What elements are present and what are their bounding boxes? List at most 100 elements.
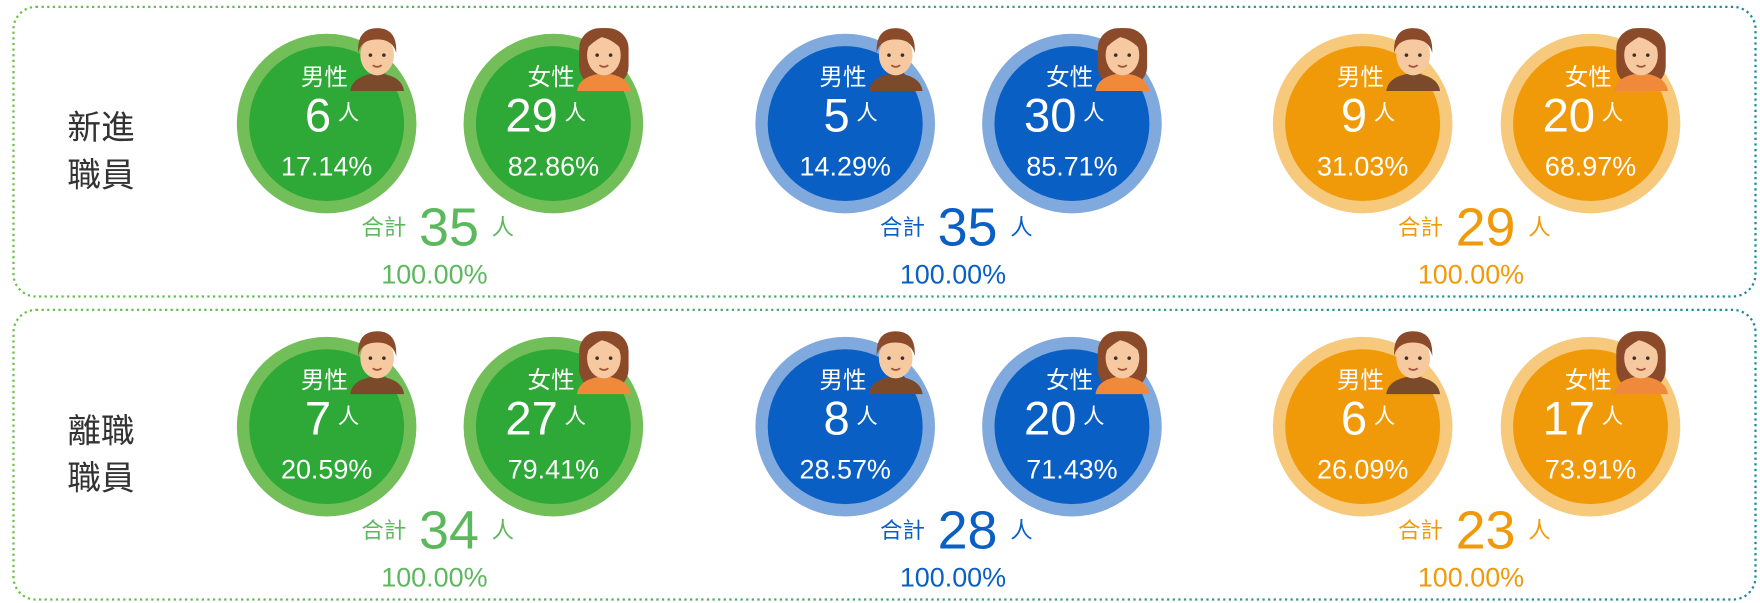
eye bbox=[369, 53, 373, 57]
total-percent: 100.00% bbox=[900, 259, 1006, 289]
count: 17 bbox=[1543, 392, 1595, 445]
unit: 人 bbox=[1374, 101, 1395, 125]
gender-label: 女性 bbox=[1046, 367, 1093, 393]
total-label: 合計 bbox=[1398, 518, 1443, 543]
gender-label: 女性 bbox=[1565, 64, 1612, 90]
unit: 人 bbox=[1083, 101, 1104, 125]
eye bbox=[382, 356, 386, 360]
female-avatar bbox=[1096, 28, 1150, 91]
total-label: 合計 bbox=[361, 215, 406, 240]
unit: 人 bbox=[565, 101, 586, 125]
unit: 人 bbox=[338, 404, 359, 428]
count: 27 bbox=[505, 392, 557, 445]
total-percent: 100.00% bbox=[1418, 562, 1524, 592]
unit: 人 bbox=[1602, 101, 1623, 125]
total-unit: 人 bbox=[1010, 215, 1032, 240]
gender-label: 女性 bbox=[528, 367, 575, 393]
eye bbox=[609, 53, 613, 57]
count: 30 bbox=[1024, 89, 1076, 142]
percent: 68.97% bbox=[1545, 152, 1636, 182]
eye bbox=[901, 356, 905, 360]
count: 7 bbox=[305, 392, 331, 445]
eye bbox=[887, 53, 891, 57]
total-count: 29 bbox=[1456, 198, 1516, 258]
unit: 人 bbox=[565, 404, 586, 428]
total-label: 合計 bbox=[880, 215, 925, 240]
total-unit: 人 bbox=[1010, 518, 1032, 543]
total-percent: 100.00% bbox=[1418, 259, 1524, 289]
percent: 85.71% bbox=[1026, 152, 1117, 182]
female-avatar bbox=[577, 28, 631, 91]
eye bbox=[1405, 53, 1409, 57]
eye bbox=[1632, 53, 1636, 57]
eye bbox=[1127, 356, 1131, 360]
count: 9 bbox=[1341, 89, 1367, 142]
count: 20 bbox=[1543, 89, 1595, 142]
unit: 人 bbox=[1602, 404, 1623, 428]
total-count: 35 bbox=[419, 198, 479, 258]
eye bbox=[1646, 356, 1650, 360]
total-count: 23 bbox=[1456, 501, 1516, 561]
percent: 31.03% bbox=[1317, 152, 1408, 182]
eye bbox=[1114, 53, 1118, 57]
total-unit: 人 bbox=[492, 518, 514, 543]
row-label: 職員 bbox=[67, 157, 134, 194]
row-label: 新進 bbox=[67, 109, 134, 147]
percent: 17.14% bbox=[281, 152, 372, 182]
percent: 28.57% bbox=[800, 455, 891, 485]
total-count: 35 bbox=[938, 198, 998, 258]
eye bbox=[369, 356, 373, 360]
row-label: 離職 bbox=[67, 412, 134, 450]
total-unit: 人 bbox=[1528, 215, 1550, 240]
total-unit: 人 bbox=[492, 215, 514, 240]
total-label: 合計 bbox=[1398, 215, 1443, 240]
row-label: 職員 bbox=[67, 460, 134, 497]
total-percent: 100.00% bbox=[381, 562, 487, 592]
female-avatar bbox=[577, 331, 631, 394]
count: 6 bbox=[305, 89, 331, 142]
gender-label: 男性 bbox=[819, 367, 866, 393]
unit: 人 bbox=[1083, 404, 1104, 428]
total-percent: 100.00% bbox=[900, 562, 1006, 592]
total-label: 合計 bbox=[880, 518, 925, 543]
gender-label: 男性 bbox=[1337, 64, 1384, 90]
total-count: 34 bbox=[419, 501, 479, 561]
eye bbox=[1646, 53, 1650, 57]
eye bbox=[1405, 356, 1409, 360]
gender-label: 男性 bbox=[1337, 367, 1384, 393]
unit: 人 bbox=[1374, 404, 1395, 428]
percent: 79.41% bbox=[508, 455, 599, 485]
eye bbox=[595, 53, 599, 57]
total-label: 合計 bbox=[361, 518, 406, 543]
gender-label: 男性 bbox=[819, 64, 866, 90]
total-percent: 100.00% bbox=[381, 259, 487, 289]
percent: 73.91% bbox=[1545, 455, 1636, 485]
total-unit: 人 bbox=[1528, 518, 1550, 543]
count: 29 bbox=[505, 89, 557, 142]
percent: 20.59% bbox=[281, 455, 372, 485]
gender-label: 男性 bbox=[301, 367, 348, 393]
percent: 26.09% bbox=[1317, 455, 1408, 485]
percent: 71.43% bbox=[1026, 455, 1117, 485]
count: 6 bbox=[1341, 392, 1367, 445]
eye bbox=[1418, 53, 1422, 57]
percent: 14.29% bbox=[800, 152, 891, 182]
unit: 人 bbox=[856, 101, 877, 125]
infographic: 新進職員男性6人17.14%女性29人82.86%合計35人100.00%男性5… bbox=[0, 0, 1760, 603]
female-avatar bbox=[1614, 331, 1668, 394]
unit: 人 bbox=[856, 404, 877, 428]
eye bbox=[1127, 53, 1131, 57]
eye bbox=[595, 356, 599, 360]
female-avatar bbox=[1096, 331, 1150, 394]
gender-label: 女性 bbox=[528, 64, 575, 90]
count: 8 bbox=[823, 392, 849, 445]
eye bbox=[1632, 356, 1636, 360]
eye bbox=[901, 53, 905, 57]
eye bbox=[1418, 356, 1422, 360]
percent: 82.86% bbox=[508, 152, 599, 182]
gender-label: 女性 bbox=[1565, 367, 1612, 393]
unit: 人 bbox=[338, 101, 359, 125]
eye bbox=[609, 356, 613, 360]
eye bbox=[382, 53, 386, 57]
count: 20 bbox=[1024, 392, 1076, 445]
